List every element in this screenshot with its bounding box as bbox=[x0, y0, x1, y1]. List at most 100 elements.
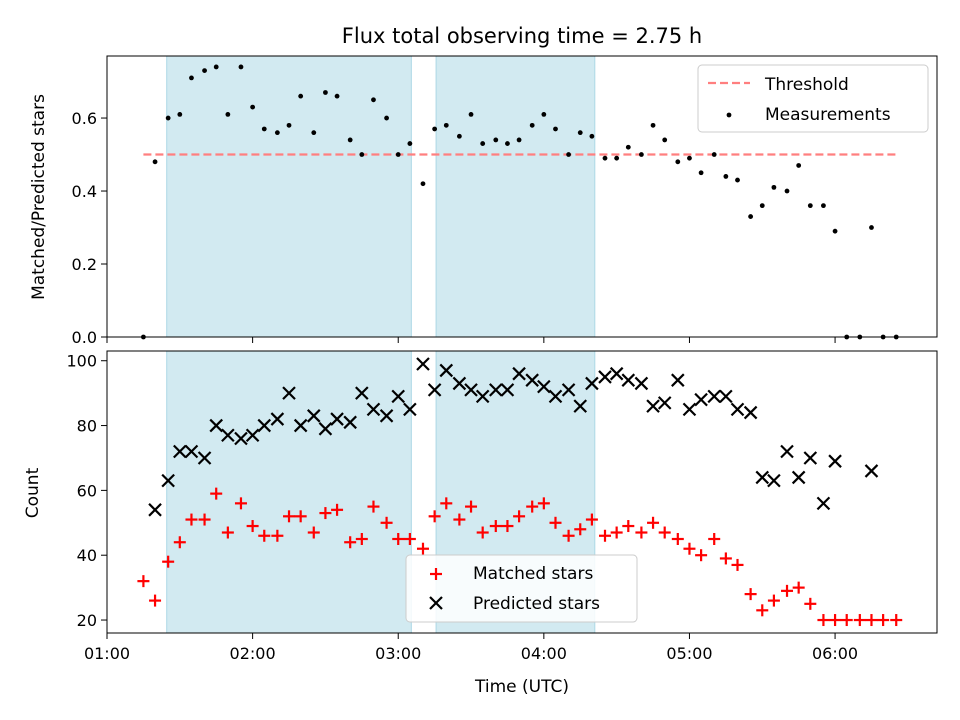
measurements-point bbox=[189, 75, 194, 81]
matched-stars-point bbox=[647, 516, 660, 529]
count-legend: Matched stars Predicted stars bbox=[405, 554, 638, 623]
predicted-stars-point bbox=[391, 389, 406, 404]
measurements-point bbox=[165, 115, 171, 121]
matched-stars-point bbox=[246, 520, 259, 533]
measurements-point bbox=[152, 159, 158, 165]
predicted-stars-point bbox=[828, 454, 842, 468]
measurements-point bbox=[735, 177, 740, 183]
matched-stars-point bbox=[344, 536, 357, 549]
predicted-stars-point bbox=[427, 383, 442, 397]
predicted-stars-point bbox=[221, 428, 235, 443]
matched-stars-point bbox=[695, 549, 708, 562]
legend-predicted-label: Predicted stars bbox=[473, 594, 600, 614]
measurements-point bbox=[748, 214, 754, 219]
xtick-label: 02:00 bbox=[230, 644, 276, 663]
predicted-stars-point bbox=[719, 389, 733, 404]
xtick-label: 01:00 bbox=[84, 644, 130, 663]
measurements-point bbox=[662, 137, 668, 143]
predicted-stars-point bbox=[379, 409, 394, 423]
measurements-point bbox=[541, 111, 547, 117]
predicted-stars-point bbox=[694, 392, 708, 407]
matched-stars-point bbox=[355, 533, 368, 545]
ratio-shaded-intervals bbox=[166, 55, 596, 338]
matched-stars-point bbox=[476, 526, 489, 539]
shaded-interval-1 bbox=[166, 55, 412, 338]
predicted-stars-point bbox=[780, 444, 794, 459]
matched-stars-point bbox=[392, 533, 405, 545]
matched-stars-point bbox=[221, 526, 234, 539]
measurements-point bbox=[432, 126, 438, 132]
measurements-point bbox=[771, 184, 777, 190]
matched-stars-point bbox=[198, 513, 211, 526]
matched-stars-point bbox=[853, 614, 866, 627]
measurements-point bbox=[250, 104, 256, 110]
predicted-stars-point bbox=[525, 373, 539, 387]
matched-stars-point bbox=[840, 614, 853, 627]
predicted-stars-point bbox=[270, 412, 285, 426]
count-panel: 20 40 60 80 100 01:00 02:00 03:00 04:00 05:00 06:0… bbox=[23, 350, 938, 697]
matched-stars-point bbox=[380, 516, 393, 529]
measurements-point bbox=[261, 126, 267, 132]
xtick-label: 06:00 bbox=[812, 644, 858, 663]
matched-stars-point bbox=[731, 558, 744, 571]
shaded-interval-2 bbox=[435, 55, 596, 338]
matched-stars-point bbox=[781, 584, 794, 597]
matched-stars-point bbox=[294, 510, 307, 523]
matched-stars-point bbox=[271, 529, 284, 542]
predicted-stars-point bbox=[609, 366, 624, 381]
measurements-point bbox=[589, 133, 595, 139]
measurements-point bbox=[468, 111, 474, 117]
matched-stars-point bbox=[453, 513, 466, 526]
predicted-stars-point bbox=[475, 389, 490, 404]
matched-stars-point bbox=[829, 614, 842, 627]
predicted-stars-point bbox=[209, 418, 223, 433]
predicted-stars-point bbox=[464, 383, 478, 397]
predicted-stars-point bbox=[791, 470, 806, 485]
predicted-stars-point bbox=[767, 473, 781, 488]
matched-stars-point bbox=[622, 520, 635, 533]
measurements-point bbox=[323, 90, 328, 95]
xtick-label: 05:00 bbox=[666, 644, 712, 663]
predicted-stars-point bbox=[657, 396, 672, 410]
predicted-stars-point bbox=[173, 444, 187, 459]
matched-stars-point bbox=[234, 497, 247, 510]
matched-stars-point bbox=[331, 503, 344, 516]
predicted-stars-point bbox=[707, 389, 721, 404]
matched-stars-point bbox=[513, 510, 526, 523]
matched-stars-point bbox=[440, 497, 453, 510]
measurements-point bbox=[821, 203, 826, 209]
predicted-stars-point bbox=[548, 389, 563, 404]
matched-stars-point bbox=[173, 536, 186, 549]
matched-stars-point bbox=[489, 520, 502, 533]
matched-stars-point bbox=[537, 497, 550, 510]
matched-stars-point bbox=[890, 614, 903, 627]
measurements-point bbox=[286, 122, 292, 128]
predicted-stars-point bbox=[355, 386, 369, 400]
measurements-point bbox=[347, 137, 353, 143]
legend-matched-label: Matched stars bbox=[473, 564, 593, 584]
count-ylabel: Count bbox=[23, 467, 43, 518]
measurements-point bbox=[213, 64, 219, 70]
measurements-point bbox=[723, 174, 729, 179]
count-axes-frame bbox=[106, 350, 938, 634]
predicted-stars-point bbox=[489, 383, 503, 397]
measurements-point bbox=[311, 130, 317, 136]
matched-stars-point bbox=[756, 604, 769, 617]
ratio-title: Flux total observing time = 2.75 h bbox=[342, 24, 702, 48]
measurements-point bbox=[177, 111, 183, 117]
ratio-axes-frame bbox=[106, 55, 938, 338]
measurements-point bbox=[359, 152, 365, 157]
predicted-stars-point bbox=[366, 402, 381, 417]
matched-stars-point bbox=[574, 523, 587, 536]
measurements-point bbox=[384, 115, 389, 121]
predicted-stars-point bbox=[682, 402, 697, 417]
predicted-stars-point bbox=[646, 399, 660, 413]
predicted-stars-point bbox=[148, 503, 162, 517]
legend-matched-swatch bbox=[430, 568, 442, 580]
measurements-point bbox=[675, 159, 681, 165]
predicted-stars-point bbox=[452, 376, 467, 391]
measurements-point bbox=[334, 93, 340, 99]
ratio-legend-box bbox=[697, 64, 929, 133]
predicted-stars-point bbox=[864, 464, 879, 478]
